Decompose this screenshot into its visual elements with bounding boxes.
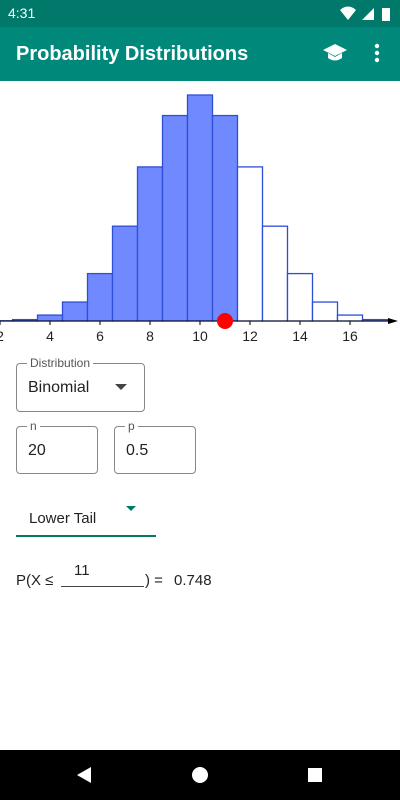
prob-suffix: ) =: [145, 572, 163, 589]
p-field[interactable]: p 0.5: [114, 426, 196, 474]
n-field[interactable]: n 20: [16, 426, 98, 474]
learn-icon[interactable]: [322, 42, 348, 64]
bar: [338, 315, 363, 321]
field-label: Distribution: [27, 356, 93, 370]
field-value: Lower Tail: [29, 510, 96, 527]
x-tick-label: 4: [46, 328, 54, 344]
field-value: 0.5: [126, 442, 148, 460]
x-tick-label: 16: [342, 328, 358, 344]
field-value: 20: [28, 442, 46, 460]
x-tick-label: 6: [96, 328, 104, 344]
back-button[interactable]: [77, 767, 91, 783]
menu-icon[interactable]: [372, 43, 382, 65]
x-marker: [217, 313, 233, 329]
chart: 2 4 6 8 10 12 14 16: [0, 81, 400, 351]
field-value: 11: [74, 562, 90, 579]
status-icons: [340, 6, 395, 22]
field-label: p: [125, 419, 138, 433]
bar: [88, 274, 113, 321]
home-button[interactable]: [192, 767, 208, 783]
bar: [113, 226, 138, 321]
bar: [263, 226, 288, 321]
field-label: n: [27, 419, 40, 433]
distribution-select[interactable]: Distribution Binomial: [16, 363, 145, 412]
status-bar: 4:31: [0, 0, 400, 27]
x-tick-label: 12: [242, 328, 258, 344]
bar: [188, 95, 213, 321]
bar: [63, 302, 88, 321]
bar: [313, 302, 338, 321]
field-value: Binomial: [28, 379, 89, 397]
tail-select[interactable]: Lower Tail: [16, 500, 156, 537]
x-field[interactable]: 11: [61, 562, 144, 587]
prob-prefix: P(X ≤: [16, 572, 53, 589]
bar: [288, 274, 313, 321]
x-tick-label: 8: [146, 328, 154, 344]
app-title: Probability Distributions: [16, 43, 248, 66]
x-tick-label: 2: [0, 328, 4, 344]
bar: [38, 315, 63, 321]
recents-button[interactable]: [308, 768, 322, 782]
bar: [213, 116, 238, 321]
axis-arrow: [388, 318, 398, 324]
x-tick-label: 14: [292, 328, 308, 344]
x-tick-label: 10: [192, 328, 208, 344]
bar: [238, 167, 263, 321]
nav-bar: [0, 750, 400, 800]
prob-result: 0.748: [174, 572, 212, 589]
app-bar: Probability Distributions: [0, 27, 400, 81]
bar: [138, 167, 163, 321]
time: 4:31: [8, 5, 35, 21]
bar: [163, 116, 188, 321]
